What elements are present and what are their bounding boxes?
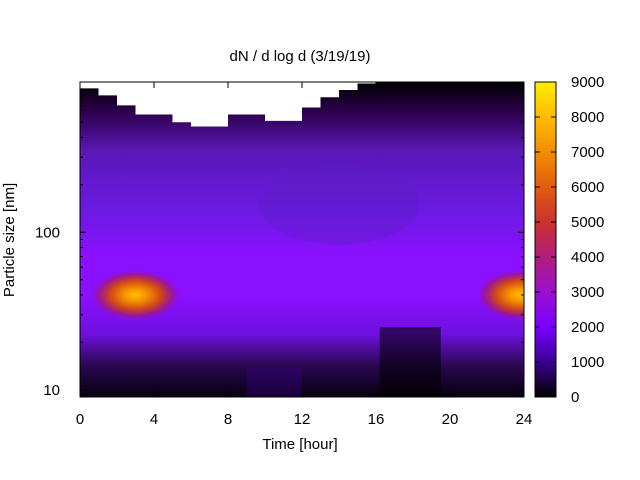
y-axis-label: Particle size [nm]	[1, 183, 18, 297]
no-data-region	[80, 82, 524, 127]
colorbar-tick-label: 0	[571, 389, 579, 406]
x-tick-label: 24	[516, 411, 533, 428]
y-axis: 10 100	[35, 81, 524, 399]
colorbar-tick-label: 1000	[571, 354, 604, 371]
colorbar-tick-label: 2000	[571, 319, 604, 336]
colorbar: 0 1000 2000 3000 4000 5000 6000 7000 8000 9000	[534, 74, 604, 406]
y-tick-label: 100	[35, 224, 60, 241]
colorbar-tick-label: 8000	[571, 109, 604, 126]
colorbar-tick-label: 5000	[571, 214, 604, 231]
colorbar-tick-label: 7000	[571, 144, 604, 161]
heatmap-field	[80, 82, 524, 397]
x-tick-label: 0	[76, 411, 84, 428]
x-tick-label: 8	[224, 411, 232, 428]
chart-title: dN / d log d (3/19/19)	[230, 48, 371, 65]
x-axis-label: Time [hour]	[262, 436, 337, 453]
colorbar-ticks: 0 1000 2000 3000 4000 5000 6000 7000 8000 9000	[535, 74, 604, 406]
x-axis: 0 4 8 12 16 20 24	[76, 82, 533, 428]
mid-concentration-patch	[259, 164, 419, 245]
colorbar-tick-label: 6000	[571, 179, 604, 196]
x-tick-label: 20	[442, 411, 459, 428]
colorbar-gradient	[534, 81, 557, 398]
low-concentration-patch	[246, 366, 302, 397]
x-tick-label: 12	[294, 411, 311, 428]
x-tick-label: 16	[368, 411, 385, 428]
heatmap-hotspots	[89, 268, 524, 321]
colorbar-tick-label: 4000	[571, 249, 604, 266]
y-tick-label: 10	[43, 382, 60, 399]
heatmap-plot-area	[80, 82, 524, 397]
colorbar-tick-label: 3000	[571, 284, 604, 301]
heatmap-shading	[246, 164, 441, 397]
x-tick-label: 4	[150, 411, 158, 428]
hotspot	[89, 268, 182, 321]
low-concentration-patch	[379, 327, 441, 397]
colorbar-tick-label: 9000	[571, 74, 604, 91]
hotspot	[475, 268, 524, 321]
